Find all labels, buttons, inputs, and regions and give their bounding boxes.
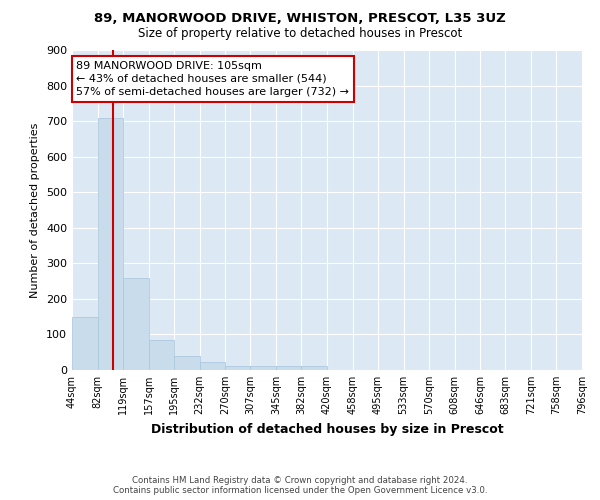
Bar bbox=[250, 366, 276, 370]
Bar bbox=[301, 366, 327, 370]
Bar bbox=[276, 366, 301, 370]
Bar bbox=[72, 316, 98, 370]
Bar bbox=[123, 278, 149, 370]
Bar bbox=[149, 340, 175, 370]
Text: 89, MANORWOOD DRIVE, WHISTON, PRESCOT, L35 3UZ: 89, MANORWOOD DRIVE, WHISTON, PRESCOT, L… bbox=[94, 12, 506, 26]
X-axis label: Distribution of detached houses by size in Prescot: Distribution of detached houses by size … bbox=[151, 422, 503, 436]
Text: Size of property relative to detached houses in Prescot: Size of property relative to detached ho… bbox=[138, 28, 462, 40]
Text: Contains HM Land Registry data © Crown copyright and database right 2024.
Contai: Contains HM Land Registry data © Crown c… bbox=[113, 476, 487, 495]
Bar bbox=[225, 366, 250, 370]
Y-axis label: Number of detached properties: Number of detached properties bbox=[31, 122, 40, 298]
Bar bbox=[98, 118, 123, 370]
Text: 89 MANORWOOD DRIVE: 105sqm
← 43% of detached houses are smaller (544)
57% of sem: 89 MANORWOOD DRIVE: 105sqm ← 43% of deta… bbox=[76, 60, 349, 97]
Bar bbox=[199, 362, 225, 370]
Bar bbox=[175, 356, 199, 370]
